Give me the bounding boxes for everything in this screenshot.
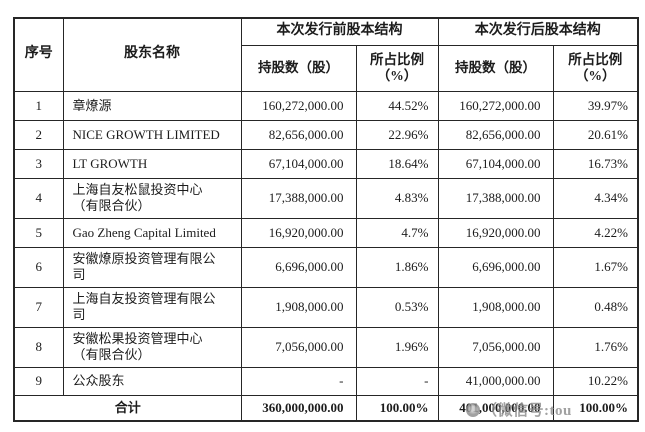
col-header-ratio-before: 所占比例 （%） xyxy=(355,44,439,92)
shareholder-name: 公众股东 xyxy=(62,366,242,396)
row-index: 7 xyxy=(13,286,64,328)
shares-before: 16,920,000.00 xyxy=(240,217,357,248)
shares-after: 7,056,000.00 xyxy=(437,326,554,368)
shares-after: 17,388,000.00 xyxy=(437,177,554,219)
row-index: 2 xyxy=(13,119,64,150)
shares-after: 41,000,000.00 xyxy=(437,366,554,396)
ratio-before: 4.7% xyxy=(355,217,439,248)
shares-before: 17,388,000.00 xyxy=(240,177,357,219)
shareholder-name: LT GROWTH xyxy=(62,148,242,179)
table-row: 6 安徽燎原投资管理有限公 司 6,696,000.00 1.86% 6,696,000… xyxy=(13,246,639,288)
shareholder-name: Gao Zheng Capital Limited xyxy=(62,217,242,248)
shares-before: 1,908,000.00 xyxy=(240,286,357,328)
ratio-before: 22.96% xyxy=(355,119,439,150)
ratio-before: 0.53% xyxy=(355,286,439,328)
total-ratio-after: 100.00% xyxy=(552,394,639,422)
ratio-before: 1.86% xyxy=(355,246,439,288)
ratio-after: 1.76% xyxy=(552,326,639,368)
total-shares-after: 401,000,000.00 xyxy=(437,394,554,422)
shareholder-name: NICE GROWTH LIMITED xyxy=(62,119,242,150)
row-index: 6 xyxy=(13,246,64,288)
table-row: 3 LT GROWTH 67,104,000.00 18.64% 67,104,000.… xyxy=(13,148,639,179)
row-index: 5 xyxy=(13,217,64,248)
ratio-after: 0.48% xyxy=(552,286,639,328)
col-group-after-issuance: 本次发行后股本结构 xyxy=(437,17,639,46)
total-label: 合计 xyxy=(13,394,242,422)
shares-before: 7,056,000.00 xyxy=(240,326,357,368)
ratio-after: 10.22% xyxy=(552,366,639,396)
shares-before: - xyxy=(240,366,357,396)
table-row: 1 章燎源 160,272,000.00 44.52% 160,272,000.00 39… xyxy=(13,90,639,121)
total-row: 合计 360,000,000.00 100.00% 401,000,000.00… xyxy=(13,394,639,422)
row-index: 4 xyxy=(13,177,64,219)
shares-before: 82,656,000.00 xyxy=(240,119,357,150)
ratio-before: 44.52% xyxy=(355,90,439,121)
shares-before: 160,272,000.00 xyxy=(240,90,357,121)
col-header-shares-before: 持股数（股） xyxy=(240,44,357,92)
row-index: 1 xyxy=(13,90,64,121)
ratio-before: 4.83% xyxy=(355,177,439,219)
ratio-before: 18.64% xyxy=(355,148,439,179)
table-row: 2 NICE GROWTH LIMITED 82,656,000.00 22.96% 8… xyxy=(13,119,639,150)
table-row: 8 安徽松果投资管理中心 （有限合伙） 7,056,000.00 1.96% 7,056… xyxy=(13,326,639,368)
table-row: 7 上海自友投资管理有限公 司 1,908,000.00 0.53% 1,908,000… xyxy=(13,286,639,328)
ratio-after: 4.34% xyxy=(552,177,639,219)
shares-before: 67,104,000.00 xyxy=(240,148,357,179)
shareholder-name: 安徽松果投资管理中心 （有限合伙） xyxy=(62,326,242,368)
shareholder-name: 上海自友投资管理有限公 司 xyxy=(62,286,242,328)
shares-after: 1,908,000.00 xyxy=(437,286,554,328)
shareholder-name: 章燎源 xyxy=(62,90,242,121)
col-header-shareholder-name: 股东名称 xyxy=(62,17,242,92)
ratio-before: - xyxy=(355,366,439,396)
col-header-index: 序号 xyxy=(13,17,64,92)
ratio-before: 1.96% xyxy=(355,326,439,368)
shares-after: 16,920,000.00 xyxy=(437,217,554,248)
table-row: 4 上海自友松鼠投资中心 （有限合伙） 17,388,000.00 4.83% 17,3… xyxy=(13,177,639,219)
shares-before: 6,696,000.00 xyxy=(240,246,357,288)
col-header-ratio-after: 所占比例 （%） xyxy=(552,44,639,92)
total-shares-before: 360,000,000.00 xyxy=(240,394,357,422)
shares-after: 6,696,000.00 xyxy=(437,246,554,288)
ratio-after: 1.67% xyxy=(552,246,639,288)
shares-after: 160,272,000.00 xyxy=(437,90,554,121)
shareholder-name: 安徽燎原投资管理有限公 司 xyxy=(62,246,242,288)
shareholder-name: 上海自友松鼠投资中心 （有限合伙） xyxy=(62,177,242,219)
row-index: 9 xyxy=(13,366,64,396)
table-row: 9 公众股东 - -41,000,000.00 10.22% xyxy=(13,366,639,396)
col-header-shares-after: 持股数（股） xyxy=(437,44,554,92)
ratio-after: 39.97% xyxy=(552,90,639,121)
row-index: 8 xyxy=(13,326,64,368)
ratio-after: 4.22% xyxy=(552,217,639,248)
shares-after: 67,104,000.00 xyxy=(437,148,554,179)
row-index: 3 xyxy=(13,148,64,179)
ratio-after: 16.73% xyxy=(552,148,639,179)
shares-after: 82,656,000.00 xyxy=(437,119,554,150)
col-group-before-issuance: 本次发行前股本结构 xyxy=(240,17,439,46)
ratio-after: 20.61% xyxy=(552,119,639,150)
table-row: 5 Gao Zheng Capital Limited 16,920,000.00 4… xyxy=(13,217,639,248)
share-structure-table: 序号 股东名称 本次发行前股本结构 本次发行后股本结构 持股数（股） 所占比例 … xyxy=(13,17,639,422)
total-ratio-before: 100.00% xyxy=(355,394,439,422)
